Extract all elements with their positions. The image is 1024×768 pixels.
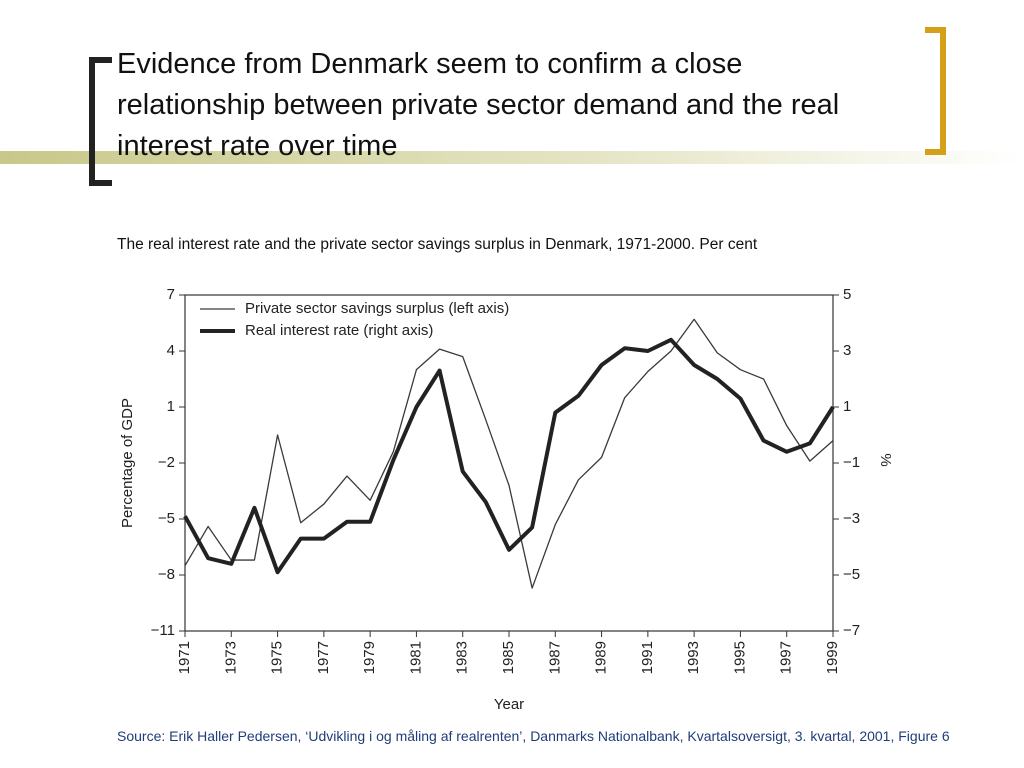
y-tick-label: −11 [151, 622, 175, 639]
y-tick-label: −8 [158, 566, 175, 583]
y2-tick-label: −7 [843, 622, 860, 639]
plot-frame [184, 294, 834, 632]
x-tick-label: 1975 [269, 641, 286, 674]
legend-label: Real interest rate (right axis) [245, 322, 433, 339]
x-tick-label: 1993 [685, 641, 702, 674]
y-axis-label: Percentage of GDP [119, 398, 136, 528]
y2-tick-label: 3 [843, 342, 851, 359]
legend-label: Private sector savings surplus (left axi… [245, 300, 509, 317]
x-tick-label: 1983 [454, 641, 471, 674]
chart-caption: The real interest rate and the private s… [117, 236, 758, 253]
decoration [0, 27, 1024, 186]
x-tick-label: 1989 [593, 641, 610, 674]
y-tick-label: 4 [167, 342, 175, 359]
left-bracket [89, 57, 112, 186]
x-tick-label: 1971 [176, 641, 193, 674]
y2-tick-label: 5 [843, 286, 851, 303]
y-tick-label: −5 [158, 510, 175, 527]
series-line [183, 337, 835, 575]
y2-tick-label: 1 [843, 398, 851, 415]
y2-tick-label: −5 [843, 566, 860, 583]
x-tick-label: 1973 [222, 641, 239, 674]
x-tick-label: 1987 [546, 641, 563, 674]
y-tick-label: −2 [158, 454, 175, 471]
x-tick-label: 1979 [361, 641, 378, 674]
y-tick-label: 1 [167, 398, 175, 415]
x-tick-label: 1981 [407, 641, 424, 674]
y2-tick-label: −1 [843, 454, 860, 471]
title-band [0, 151, 1024, 164]
x-tick-label: 1999 [824, 641, 841, 674]
x-tick-label: 1985 [500, 641, 517, 674]
x-tick-label: 1977 [315, 641, 332, 674]
y-tick-label: 7 [167, 286, 175, 303]
y2-tick-label: −3 [843, 510, 860, 527]
slide-title: Evidence from Denmark seem to confirm a … [117, 48, 840, 162]
x-axis-label: Year [494, 696, 524, 713]
series-line [184, 318, 834, 589]
source-note: Source: Erik Haller Pedersen, ‘Udvikling… [117, 728, 950, 744]
x-tick-label: 1997 [778, 641, 795, 674]
y2-axis-label: % [877, 453, 894, 466]
x-tick-label: 1995 [731, 641, 748, 674]
right-bracket [925, 27, 946, 155]
x-tick-label: 1991 [639, 641, 656, 674]
